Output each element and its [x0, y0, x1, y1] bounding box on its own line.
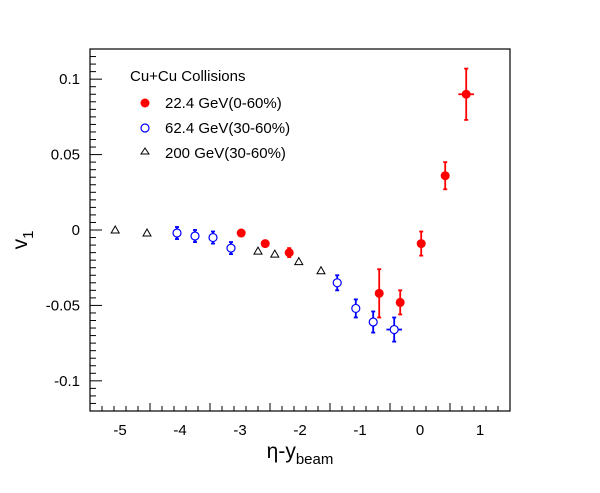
- legend-marker-22gev: [140, 98, 150, 108]
- y-axis-title: v1: [9, 231, 37, 250]
- data-point: [332, 278, 342, 288]
- y-axis-title-main: v: [9, 238, 32, 249]
- y-tick-label: 0.05: [51, 147, 80, 164]
- data-point: [284, 248, 294, 258]
- x-axis-title-main: η-y: [267, 440, 297, 463]
- data-points: [110, 67, 474, 343]
- x-tick-label: -1: [353, 422, 366, 439]
- y-tick-label: 0: [72, 222, 80, 239]
- data-point: [269, 249, 280, 258]
- legend-marker-62gev: [140, 123, 150, 133]
- x-tick-label: 1: [476, 422, 484, 439]
- data-point: [351, 303, 361, 314]
- data-point: [374, 288, 384, 298]
- legend-label-62gev: 62.4 GeV(30-60%): [165, 120, 290, 137]
- y-tick-label: -0.05: [46, 297, 80, 314]
- data-point: [172, 228, 182, 238]
- legend-title: Cu+Cu Collisions: [130, 68, 245, 85]
- data-point: [440, 171, 450, 181]
- legend: Cu+Cu Collisions 22.4 GeV(0-60%) 62.4 Ge…: [130, 68, 290, 162]
- data-point: [226, 243, 236, 253]
- data-point: [416, 239, 426, 249]
- data-point: [110, 224, 121, 234]
- data-point: [253, 246, 263, 255]
- x-tick-label: -5: [113, 422, 126, 439]
- data-point: [395, 297, 405, 307]
- series-2: [110, 224, 326, 275]
- plot-frame: [89, 48, 511, 412]
- y-tick-label: -0.1: [54, 373, 80, 390]
- axes: -5 -4 -3 -2 -1 0 1 -0.1 -0.05 0 0.05 0.1: [46, 48, 511, 439]
- data-point: [236, 228, 246, 238]
- data-point: [208, 232, 218, 243]
- data-point: [142, 228, 152, 237]
- y-axis-title-sub: 1: [20, 231, 37, 239]
- x-axis-title-sub: beam: [296, 451, 334, 468]
- legend-label-200gev: 200 GeV(30-60%): [165, 145, 286, 162]
- x-tick-label: -3: [233, 422, 246, 439]
- x-tick-label: -2: [293, 422, 306, 439]
- data-point: [293, 256, 304, 266]
- series-0: [236, 67, 474, 319]
- svg-text:η-ybeam: η-ybeam: [267, 440, 334, 468]
- data-point: [368, 317, 378, 327]
- y-tick-label: 0.1: [59, 71, 80, 88]
- x-tick-label: 0: [416, 422, 424, 439]
- svg-text:v1: v1: [9, 231, 37, 250]
- x-axis-title: η-ybeam: [267, 440, 334, 468]
- legend-label-22gev: 22.4 GeV(0-60%): [165, 95, 282, 112]
- legend-marker-200gev: [140, 147, 150, 155]
- data-point: [389, 324, 399, 335]
- data-point: [461, 89, 471, 99]
- data-point: [316, 265, 326, 275]
- data-point: [260, 239, 270, 249]
- data-point: [190, 231, 200, 241]
- series-1: [172, 226, 402, 343]
- x-tick-label: -4: [173, 422, 186, 439]
